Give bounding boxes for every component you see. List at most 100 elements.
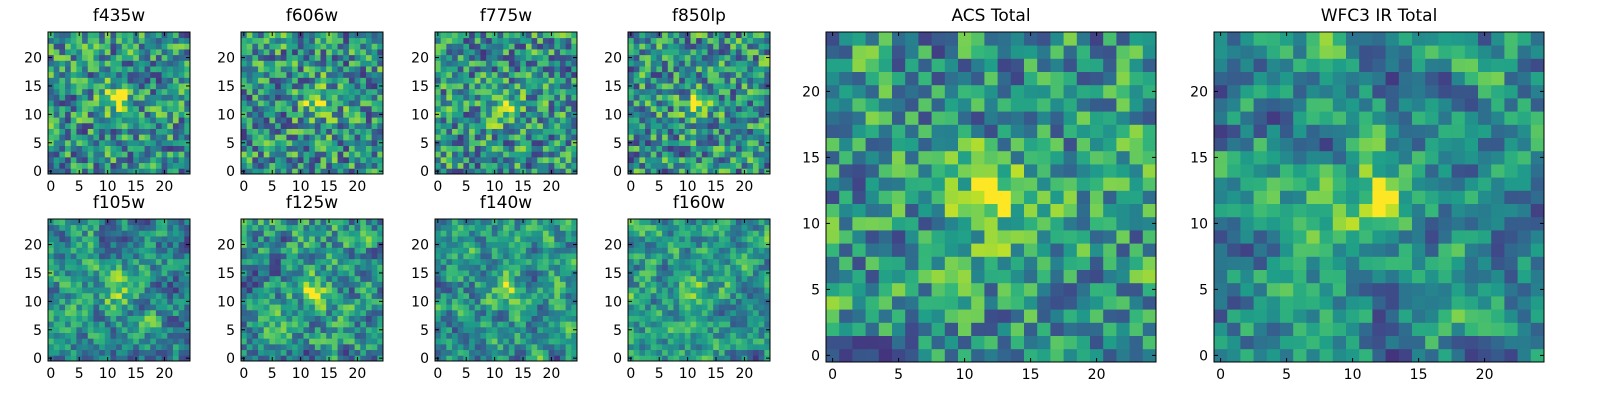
- heatmap-cell: [741, 315, 748, 322]
- heatmap-cell: [741, 77, 748, 84]
- heatmap-cell: [752, 338, 760, 345]
- heatmap-cell: [127, 83, 134, 90]
- heatmap-cell: [371, 49, 378, 56]
- heatmap-cell: [650, 292, 657, 299]
- heatmap-cell: [480, 168, 487, 175]
- heatmap-cell: [486, 224, 493, 231]
- heatmap-cell: [286, 247, 293, 254]
- heatmap-cell: [167, 236, 174, 243]
- heatmap-cell: [452, 326, 459, 333]
- heatmap-cell: [474, 287, 481, 294]
- heatmap-cell: [713, 66, 720, 73]
- heatmap-cell: [735, 326, 742, 333]
- heatmap-cell: [343, 83, 350, 90]
- heatmap-cell: [246, 43, 253, 50]
- heatmap-cell: [275, 298, 282, 305]
- heatmap-cell: [365, 156, 373, 164]
- heatmap-cell: [514, 315, 521, 322]
- heatmap-cell: [161, 139, 168, 146]
- heatmap-cell: [542, 224, 549, 231]
- heatmap-cell: [241, 117, 248, 124]
- heatmap-cell: [155, 258, 162, 265]
- heatmap-cell: [184, 128, 191, 135]
- heatmap-cell: [365, 32, 373, 39]
- heatmap-cell: [542, 219, 549, 226]
- heatmap-cell: [667, 168, 674, 175]
- heatmap-cell: [480, 128, 487, 135]
- heatmap-cell: [348, 236, 355, 243]
- heatmap-cell: [178, 145, 185, 152]
- heatmap-cell: [116, 349, 123, 356]
- heatmap-cell: [503, 236, 510, 243]
- heatmap-cell: [93, 60, 100, 67]
- heatmap-cell: [565, 43, 572, 50]
- heatmap-cell: [280, 321, 287, 328]
- heatmap-cell: [542, 270, 549, 277]
- heatmap-cell: [559, 236, 567, 243]
- heatmap-cell: [497, 100, 504, 107]
- heatmap-cell: [377, 264, 384, 271]
- heatmap-cell: [542, 168, 549, 175]
- heatmap-cell: [246, 100, 253, 107]
- heatmap-cell: [99, 349, 106, 356]
- heatmap-cell: [735, 145, 742, 152]
- heatmap-cell: [571, 60, 578, 67]
- heatmap-cell: [525, 128, 532, 135]
- heatmap-cell: [491, 71, 498, 78]
- heatmap-cell: [258, 321, 265, 328]
- heatmap-cell: [491, 49, 498, 56]
- heatmap-cell: [286, 264, 293, 271]
- heatmap-cell: [747, 145, 754, 152]
- heatmap-cell: [116, 321, 123, 328]
- heatmap-cell: [486, 60, 493, 67]
- heatmap-cell: [155, 145, 162, 152]
- heatmap-cell: [656, 94, 663, 101]
- heatmap-cell: [286, 355, 293, 362]
- heatmap-cell: [633, 66, 640, 73]
- heatmap-cell: [320, 332, 327, 339]
- heatmap-cell: [571, 292, 578, 299]
- heatmap-cell: [690, 139, 697, 146]
- heatmap-cell: [639, 309, 646, 316]
- heatmap-cell: [360, 66, 367, 73]
- axes-frame: [240, 218, 384, 362]
- heatmap-cell: [645, 43, 652, 50]
- heatmap-cell: [138, 162, 145, 169]
- heatmap-cell: [65, 247, 72, 254]
- heatmap-cell: [331, 264, 338, 271]
- heatmap-cell: [707, 100, 714, 107]
- heatmap-cell: [241, 332, 248, 339]
- heatmap-cell: [497, 264, 504, 271]
- heatmap-cell: [548, 43, 555, 50]
- heatmap-cell: [537, 60, 544, 67]
- heatmap-cell: [548, 230, 555, 237]
- heatmap-cell: [303, 32, 310, 39]
- heatmap-cell: [309, 60, 316, 67]
- heatmap-cell: [633, 111, 640, 118]
- heatmap-cell: [365, 241, 373, 248]
- heatmap-cell: [150, 321, 157, 328]
- heatmap-cell: [656, 122, 663, 129]
- heatmap-cell: [707, 355, 714, 362]
- heatmap-cell: [508, 151, 515, 158]
- heatmap-cell: [565, 134, 572, 141]
- heatmap-cell: [730, 338, 737, 345]
- heatmap-cell: [76, 122, 83, 129]
- heatmap-cell: [474, 37, 481, 44]
- heatmap-cell: [167, 168, 174, 175]
- heatmap-cell: [258, 151, 265, 158]
- heatmap-cell: [474, 145, 481, 152]
- heatmap-cell: [343, 258, 350, 265]
- heatmap-cell: [65, 236, 72, 243]
- heatmap-cell: [76, 111, 83, 118]
- heatmap-cell: [520, 292, 527, 299]
- heatmap-cell: [337, 270, 344, 277]
- heatmap-cell: [707, 309, 714, 316]
- heatmap-cell: [82, 122, 89, 129]
- heatmap-cell: [326, 60, 333, 67]
- heatmap-cell: [684, 332, 691, 339]
- heatmap-cell: [104, 105, 111, 112]
- heatmap-cell: [59, 338, 66, 345]
- heatmap-cell: [480, 343, 487, 351]
- heatmap-cell: [275, 304, 282, 311]
